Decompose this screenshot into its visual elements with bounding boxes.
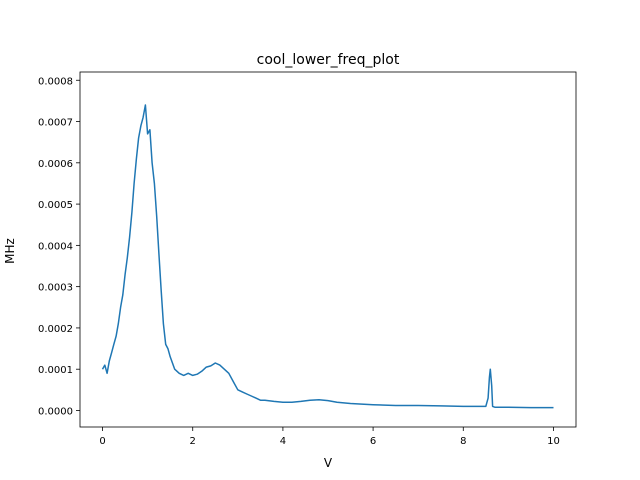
- series-line: [101, 104, 554, 409]
- y-axis-ticks: 0.0000 0.0001 0.0002 0.0003 0.0004 0.0005 0.00…: [38, 76, 80, 417]
- chart-title: cool_lower_freq_plot: [257, 52, 400, 68]
- x-tick-label: 2: [190, 436, 196, 447]
- plot-area: [79, 71, 577, 428]
- y-tick-label: 0.0008: [38, 76, 73, 87]
- y-tick-label: 0.0002: [38, 324, 73, 335]
- x-axis-ticks: 0 2 4 6 8 10: [99, 427, 560, 447]
- y-tick-label: 0.0007: [38, 118, 73, 129]
- y-tick-label: 0.0001: [38, 365, 73, 376]
- y-axis-label: MHz: [3, 238, 17, 264]
- axes-frame: [79, 71, 577, 428]
- x-tick-label: 8: [460, 436, 466, 447]
- y-tick-label: 0.0006: [38, 159, 73, 170]
- x-tick-label: 10: [547, 436, 560, 447]
- y-tick-label: 0.0003: [38, 283, 73, 294]
- y-tick-label: 0.0005: [38, 200, 73, 211]
- x-tick-label: 6: [370, 436, 376, 447]
- y-tick-label: 0.0004: [38, 241, 73, 252]
- x-tick-label: 0: [99, 436, 105, 447]
- x-axis-label: V: [324, 456, 333, 470]
- x-tick-label: 4: [280, 436, 286, 447]
- y-tick-label: 0.0000: [38, 406, 73, 417]
